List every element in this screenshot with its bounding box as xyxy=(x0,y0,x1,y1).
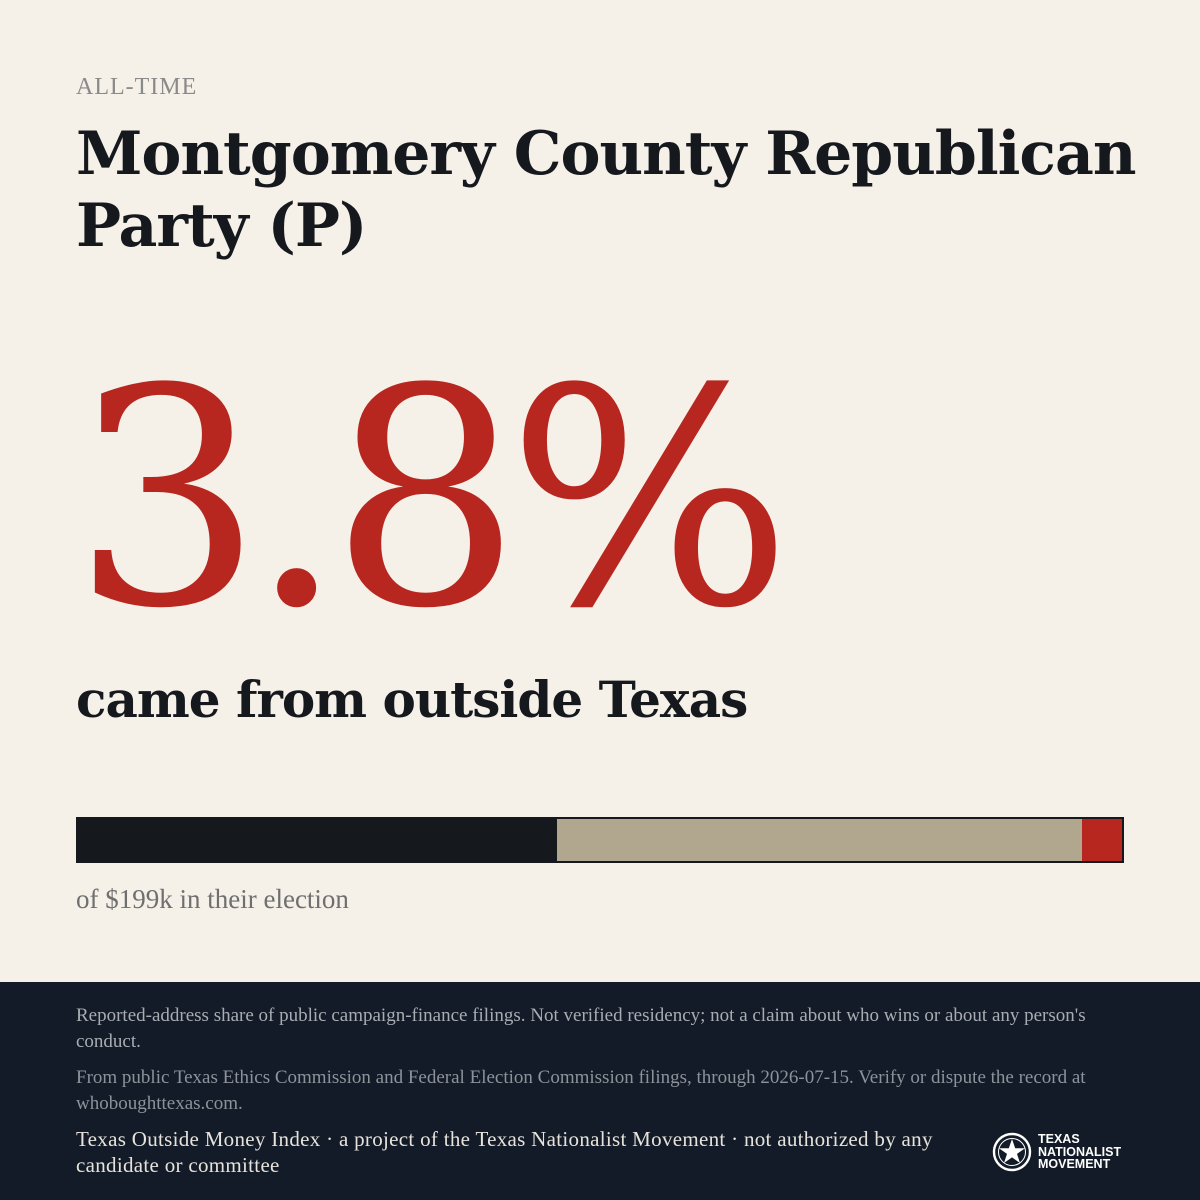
headline-caption: came from outside Texas xyxy=(76,670,748,729)
logo-text: TEXAS NATIONALIST MOVEMENT xyxy=(1038,1132,1122,1172)
footer xyxy=(0,982,1200,1200)
headline-percent: 3.8% xyxy=(72,325,792,674)
star-badge-icon xyxy=(992,1132,1032,1172)
period-label: ALL-TIME xyxy=(76,74,198,100)
total-note: of $199k in their election xyxy=(76,884,349,914)
share-bar-segment-2 xyxy=(557,819,1083,861)
disclaimer-text: Reported-address share of public campaig… xyxy=(76,1005,1086,1052)
tnm-logo: TEXAS NATIONALIST MOVEMENT xyxy=(992,1130,1121,1174)
share-bar-segment-3 xyxy=(1082,819,1122,861)
credit-text: Texas Outside Money Index · a project of… xyxy=(76,1127,933,1177)
source-text: From public Texas Ethics Commission and … xyxy=(76,1067,1086,1114)
share-bar xyxy=(76,817,1124,863)
share-bar-segment-1 xyxy=(78,819,558,861)
committee-title: Montgomery County Republican Party (P) xyxy=(76,119,1136,261)
